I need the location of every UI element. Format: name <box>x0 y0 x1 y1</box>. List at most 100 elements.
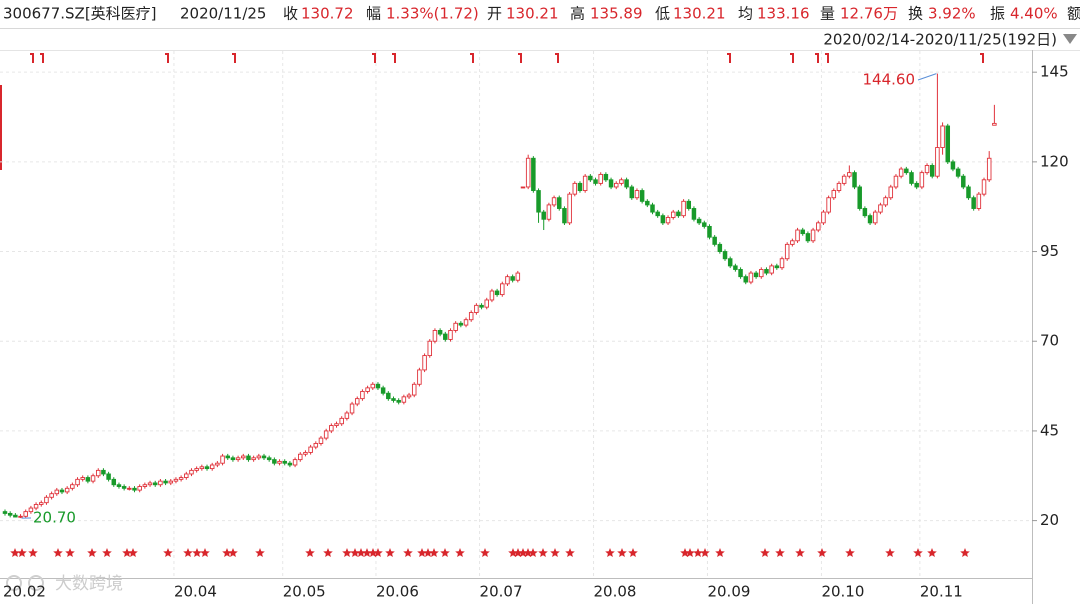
event-star <box>523 548 533 557</box>
event-flag <box>232 53 236 63</box>
event-star <box>385 548 395 557</box>
candle-body <box>743 276 748 283</box>
event-star <box>128 548 138 557</box>
candle-body <box>59 489 65 493</box>
candle-body <box>924 164 930 174</box>
event-star <box>913 548 923 557</box>
candle-body <box>733 265 738 270</box>
event-star <box>192 548 202 557</box>
event-star <box>845 548 855 557</box>
candle-body <box>940 125 945 148</box>
candle-body <box>764 269 769 274</box>
event-star <box>373 548 383 557</box>
candle-body <box>904 168 909 174</box>
candle-body <box>437 330 443 335</box>
dropdown-arrow[interactable] <box>1063 34 1077 44</box>
candle-body <box>360 391 365 400</box>
event-star <box>122 548 132 557</box>
event-flag <box>40 53 44 63</box>
candle-body <box>266 457 272 461</box>
event-star <box>350 548 360 557</box>
candle-body <box>7 512 13 516</box>
candle-body <box>2 511 8 514</box>
header-label: 低 <box>655 5 670 23</box>
event-star <box>423 548 433 557</box>
candle-body <box>401 396 407 403</box>
candle-body <box>831 190 837 199</box>
candle-body <box>13 514 18 518</box>
x-tick-label: 20.09 <box>707 583 750 601</box>
header-value: 1.33%(1.72) <box>386 5 479 23</box>
header-label: 量 <box>820 5 835 23</box>
watermark-logo <box>28 575 44 591</box>
candle-body <box>650 204 655 213</box>
event-star <box>183 548 193 557</box>
event-star <box>508 548 518 557</box>
event-flag <box>980 53 984 63</box>
header-label: 开 <box>487 5 502 23</box>
candle-body <box>784 243 790 260</box>
candle-body <box>857 186 862 209</box>
candle-body <box>334 423 339 426</box>
event-star <box>342 548 352 557</box>
candle-body <box>769 265 774 274</box>
candle-body <box>634 190 640 199</box>
event-star <box>760 548 770 557</box>
header-label: 换 <box>908 5 923 23</box>
candle-body <box>660 215 666 224</box>
candle-body <box>80 477 85 480</box>
candle-body <box>344 412 350 419</box>
max-label: 144.60 <box>863 71 916 89</box>
event-star <box>775 548 785 557</box>
candle-body <box>722 251 728 260</box>
candle-body <box>23 511 28 517</box>
candle-body <box>702 222 707 227</box>
candle-body <box>950 161 956 170</box>
event-star <box>538 548 548 557</box>
candle-body <box>525 157 531 188</box>
candle-body <box>298 453 303 461</box>
candle-body <box>686 200 692 209</box>
candle-body <box>971 197 976 209</box>
event-star <box>222 548 232 557</box>
watermark-logo <box>6 575 22 591</box>
event-flag <box>30 53 34 63</box>
candle-body <box>847 172 852 177</box>
event-star <box>455 548 465 557</box>
candle-body <box>323 430 329 439</box>
event-flag <box>372 53 376 63</box>
candle-body <box>417 369 422 385</box>
event-star <box>528 548 538 557</box>
event-star <box>680 548 690 557</box>
candle-body <box>826 197 831 213</box>
event-star <box>417 548 427 557</box>
candle-body <box>929 164 935 177</box>
candle-body <box>106 473 111 480</box>
candle-body <box>696 218 702 224</box>
candle-body <box>562 208 567 224</box>
event-star <box>368 548 378 557</box>
candle-body <box>955 168 961 177</box>
header-value: 135.89 <box>590 5 643 23</box>
candle-body <box>753 272 759 278</box>
event-star <box>715 548 725 557</box>
candle-body <box>629 186 635 199</box>
candle-body <box>613 182 619 188</box>
candle-body <box>676 211 681 217</box>
candle-body <box>603 173 609 181</box>
event-flag <box>727 53 731 63</box>
candle-body <box>95 469 101 477</box>
candle-body <box>582 175 588 192</box>
event-star <box>513 548 523 557</box>
candle-body <box>810 229 816 242</box>
candle-body <box>370 383 376 389</box>
header-value: 130.21 <box>673 5 726 23</box>
candle-body <box>468 312 474 321</box>
header-value: 130.72 <box>301 5 354 23</box>
x-tick-label: 20.11 <box>920 583 963 601</box>
candle-body <box>645 200 650 206</box>
event-star <box>628 548 638 557</box>
candle-body <box>121 486 127 489</box>
header-label: 额 <box>1067 5 1080 23</box>
